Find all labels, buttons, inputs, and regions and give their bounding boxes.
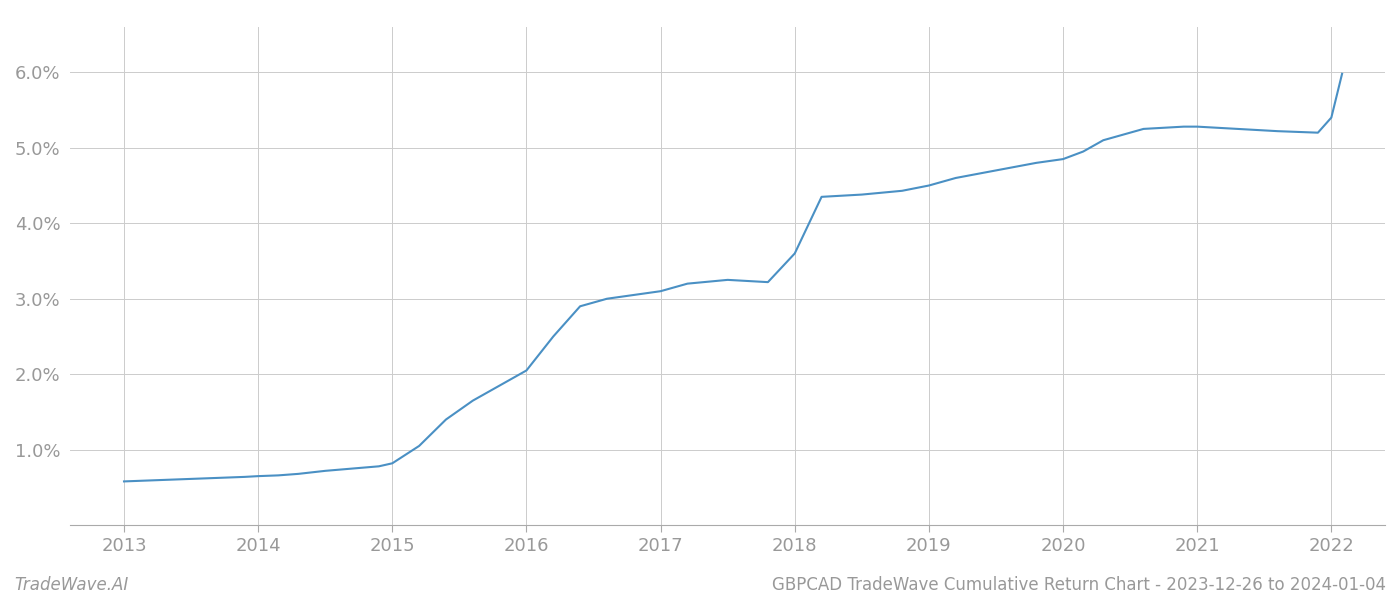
Text: GBPCAD TradeWave Cumulative Return Chart - 2023-12-26 to 2024-01-04: GBPCAD TradeWave Cumulative Return Chart… — [771, 576, 1386, 594]
Text: TradeWave.AI: TradeWave.AI — [14, 576, 129, 594]
